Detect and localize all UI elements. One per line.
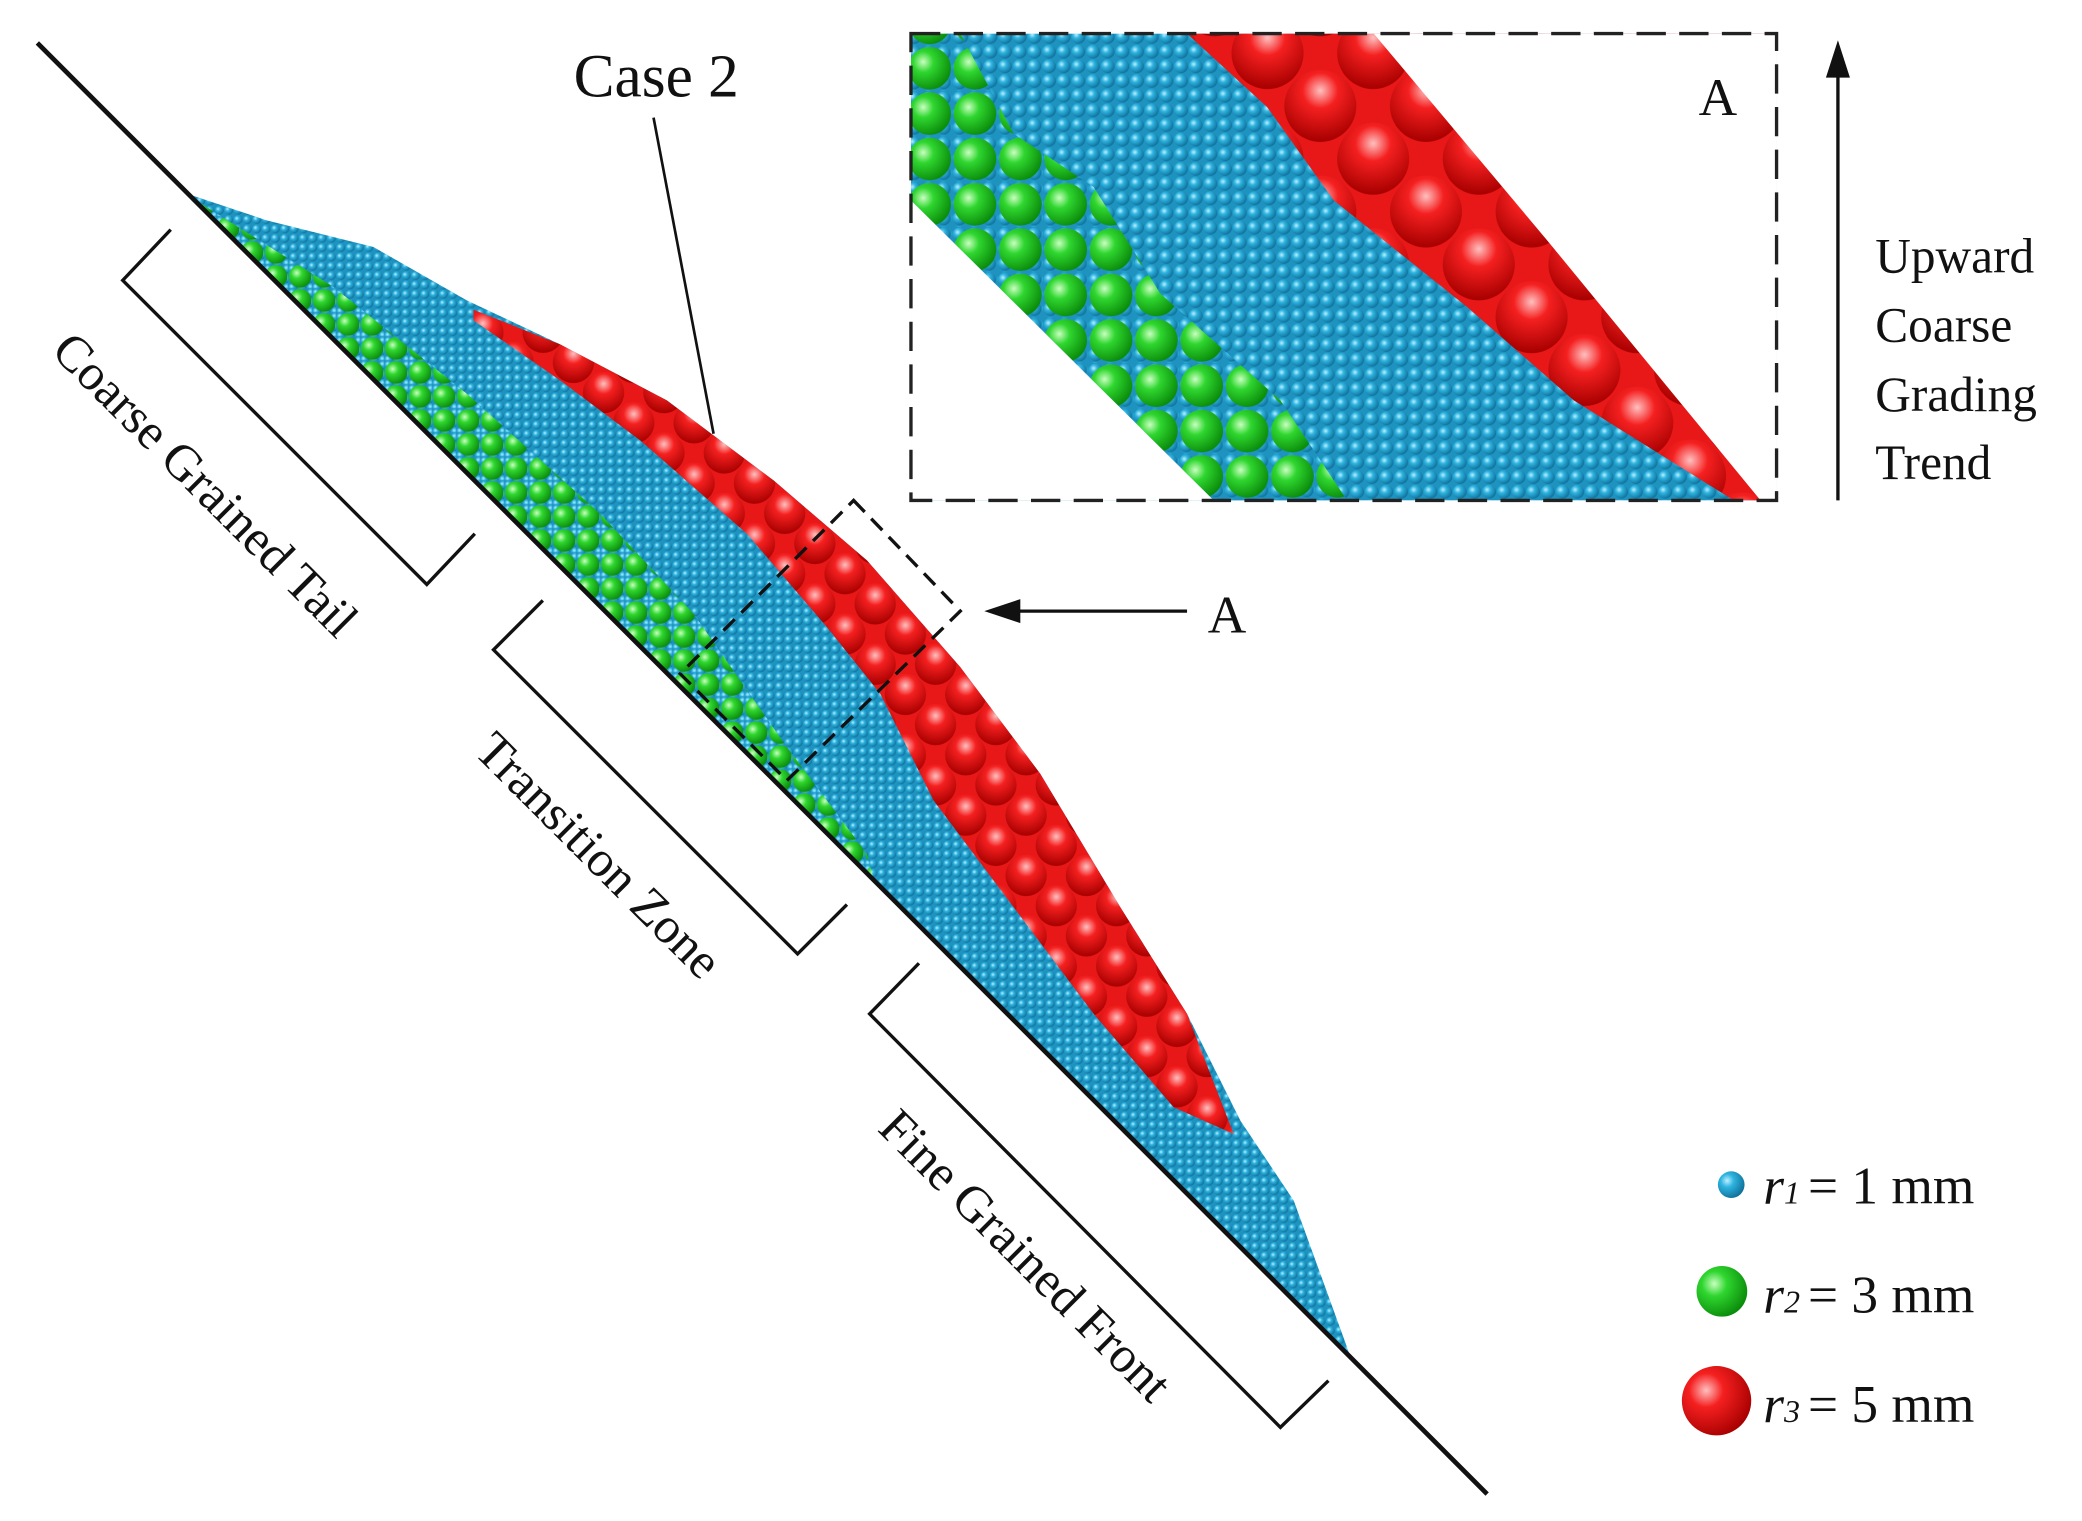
- case-label: Case 2: [574, 42, 739, 110]
- subscript: 3: [1783, 1393, 1800, 1429]
- symbol: r: [1763, 1265, 1784, 1325]
- inset-label: A: [1699, 67, 1738, 127]
- arrow-head: [984, 599, 1021, 624]
- zone-label: Coarse Grained Tail: [42, 321, 369, 648]
- leader-line: [652, 117, 715, 434]
- legend-entry: r1 = 1 mm: [1763, 1155, 1974, 1215]
- legend-text: = 1 mm: [1808, 1155, 1974, 1215]
- arrow-head: [1825, 40, 1850, 78]
- legend-entry: r3 = 5 mm: [1763, 1374, 1974, 1434]
- trend-label: Grading: [1875, 367, 2037, 422]
- legend-ball: [1681, 1366, 1752, 1436]
- trend-label: Coarse: [1875, 298, 2012, 353]
- zone-brackets: [120, 228, 1330, 1430]
- symbol: r: [1763, 1155, 1784, 1215]
- legend-entry: r2 = 3 mm: [1763, 1265, 1974, 1325]
- legend: r1 = 1 mm r2 = 3 mm r3 = 5 mm: [1681, 1155, 1974, 1436]
- inset-frame: [909, 31, 1779, 503]
- subscript: 1: [1784, 1174, 1800, 1210]
- section-label: A: [1208, 584, 1247, 644]
- inset: [910, 33, 1777, 501]
- legend-ball: [1717, 1171, 1745, 1198]
- trend-label: Upward: [1875, 228, 2034, 283]
- legend-text: = 5 mm: [1808, 1374, 1974, 1434]
- legend-ball: [1696, 1265, 1748, 1317]
- symbol: r: [1763, 1374, 1784, 1434]
- section-box: [677, 498, 963, 783]
- slope: [35, 41, 1489, 1496]
- subscript: 2: [1784, 1284, 1800, 1320]
- zone-label: Transition Zone: [465, 721, 733, 989]
- trend-label: Trend: [1875, 435, 1991, 490]
- legend-text: = 3 mm: [1808, 1265, 1974, 1325]
